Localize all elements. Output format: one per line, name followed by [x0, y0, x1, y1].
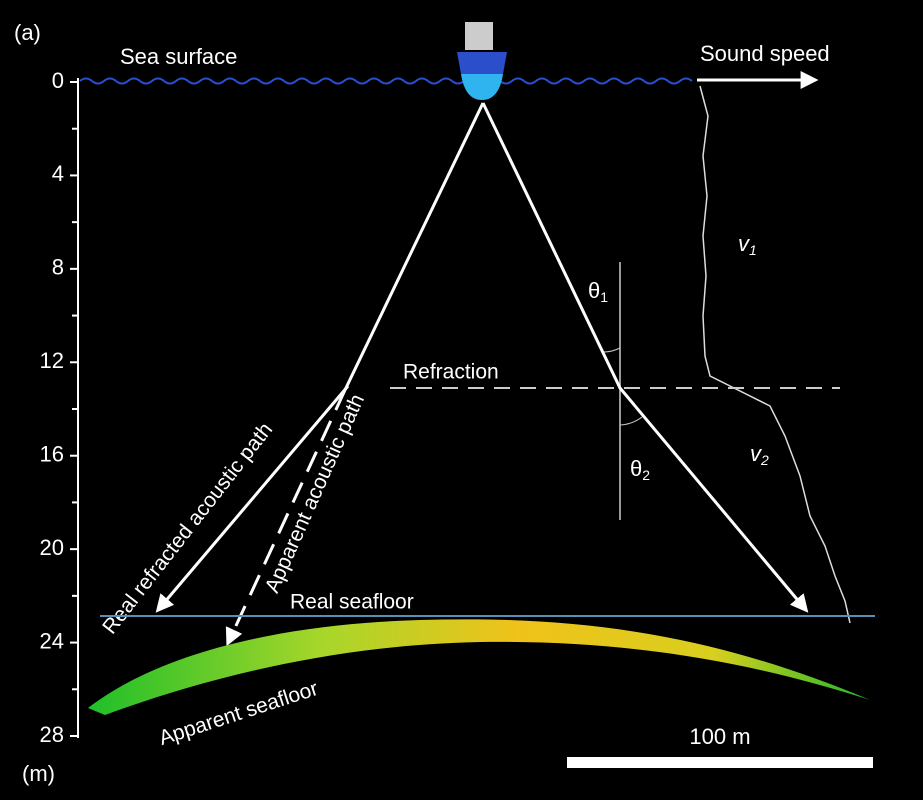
tick-label: 8 [52, 255, 64, 280]
tick-label: 28 [40, 722, 64, 747]
tick-label: 16 [40, 442, 64, 467]
scale-bar-label: 100 m [689, 724, 750, 749]
refraction-label: Refraction [403, 361, 499, 384]
scale-bar [567, 757, 873, 768]
tick-label: 4 [52, 161, 64, 186]
panel-label: (a) [14, 20, 41, 45]
tick-label: 20 [40, 535, 64, 560]
tick-label: 24 [40, 628, 64, 653]
sound-speed-label: Sound speed [700, 41, 830, 66]
depth-unit: (m) [22, 761, 55, 786]
figure: (a) Sea surface Sound speed v1 v2 Refrac… [0, 0, 923, 800]
real-seafloor-label: Real seafloor [290, 591, 414, 614]
tick-label: 12 [40, 348, 64, 373]
sea-surface-label: Sea surface [120, 44, 237, 69]
tick-label: 0 [52, 68, 64, 93]
